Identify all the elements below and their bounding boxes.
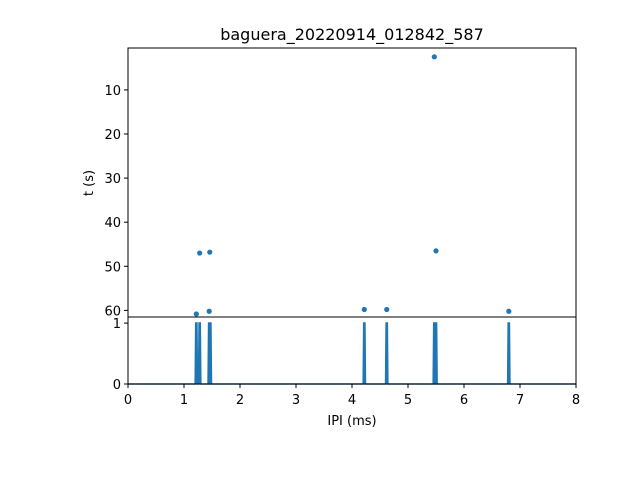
x-tick-label: 7 (516, 393, 524, 408)
y-axis-label: t (s) (82, 170, 97, 196)
scatter-point (193, 311, 199, 317)
scatter-point (361, 306, 367, 313)
scatter-plot-frame (127, 47, 577, 318)
scatter-points (193, 54, 512, 317)
x-tick-label: 8 (572, 393, 580, 408)
scatter-y-ticks: 10 20 30 40 50 60 (104, 84, 128, 319)
scatter-y-tick-label: 20 (104, 128, 121, 143)
scatter-point (384, 306, 390, 313)
spike-y-ticks: 01 (113, 317, 128, 393)
x-tick-label: 4 (348, 393, 356, 408)
spike-y-tick-label: 0 (113, 378, 121, 393)
chart-title: baguera_20220914_012842_587 (220, 25, 484, 45)
spike-series-line (128, 322, 576, 385)
x-tick-label: 5 (404, 393, 412, 408)
scatter-y-tick-label: 60 (104, 304, 121, 319)
x-axis-label: IPI (ms) (327, 414, 376, 429)
scatter-point (197, 250, 203, 256)
scatter-panel: 10 20 30 40 50 60 t (s) (82, 47, 577, 319)
scatter-y-tick-label: 40 (104, 216, 121, 231)
x-tick-label: 0 (124, 393, 132, 408)
scatter-y-tick-label: 30 (104, 172, 121, 187)
scatter-point (207, 249, 213, 255)
scatter-y-tick-label: 10 (104, 84, 121, 99)
x-tick-label: 1 (180, 393, 188, 408)
scatter-point (206, 308, 212, 314)
scatter-point (431, 54, 437, 60)
x-tick-label: 2 (236, 393, 244, 408)
scatter-y-tick-label: 50 (104, 260, 121, 275)
scatter-point (433, 248, 439, 254)
spike-lines (128, 322, 576, 385)
scatter-point (506, 308, 512, 314)
x-tick-label: 6 (460, 393, 468, 408)
spike-y-tick-label: 1 (113, 317, 121, 332)
x-ticks: 0 1 2 3 4 5 6 7 8 (124, 384, 580, 408)
x-tick-label: 3 (292, 393, 300, 408)
